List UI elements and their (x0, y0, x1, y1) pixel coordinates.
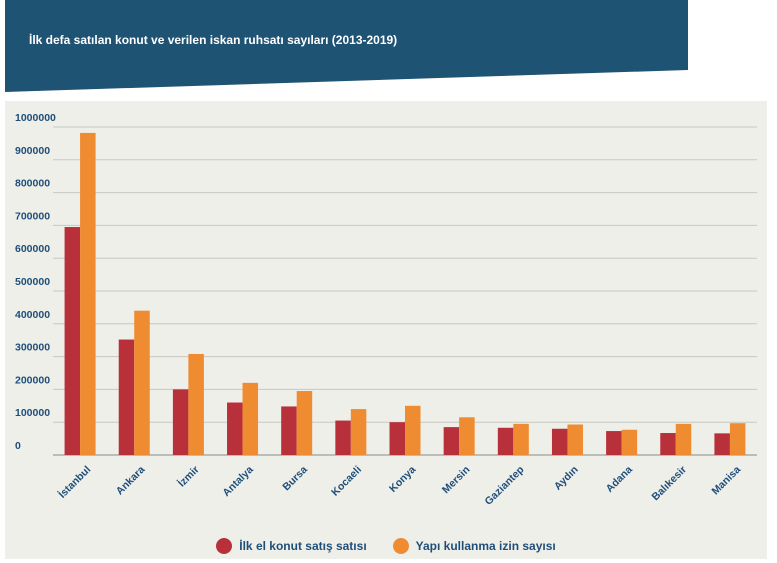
x-category-label: Aydın (552, 464, 581, 493)
bar-series-1 (172, 389, 189, 455)
bar-series-1 (389, 422, 405, 455)
legend-swatch-series-2 (392, 538, 409, 554)
bar-series-2 (80, 132, 96, 455)
x-category-label: Manisa (709, 464, 743, 498)
bar-series-1 (497, 427, 514, 455)
header-background (5, 0, 688, 92)
x-category-label: Gaziantep (483, 464, 527, 508)
x-category-label: Bursa (280, 464, 310, 494)
bar-series-2 (188, 353, 204, 455)
y-tick-label: 200000 (15, 374, 50, 386)
bar-series-2 (675, 423, 692, 455)
x-category-label: Kocaeli (329, 464, 364, 499)
bar-series-2 (350, 409, 367, 455)
y-tick-label: 500000 (15, 276, 50, 288)
y-tick-label: 700000 (15, 210, 50, 222)
bar-series-2 (621, 429, 638, 455)
bar-series-1 (660, 433, 676, 455)
bar-chart: 0 100000 200000 300000 400000 500000 600000 700… (15, 112, 757, 508)
bar-series-2 (296, 391, 313, 455)
x-category-label: Ankara (114, 464, 148, 498)
y-tick-label: 1000000 (15, 112, 56, 124)
bar-series-1 (606, 431, 622, 455)
x-category-label: Konya (387, 464, 418, 495)
bar-series-2 (729, 423, 746, 455)
y-tick-label: 900000 (15, 145, 50, 157)
y-tick-label: 600000 (15, 243, 50, 255)
bar-series-1 (551, 428, 568, 455)
y-tick-label: 0 (15, 440, 21, 452)
header-banner: İlk defa satılan konut ve verilen iskan … (5, 0, 688, 92)
bar-series-1 (281, 406, 297, 455)
chart-panel: 0 100000 200000 300000 400000 500000 600000 700… (5, 101, 767, 559)
y-tick-label: 100000 (15, 407, 50, 419)
x-category-label: Adana (604, 464, 635, 495)
bar-series-1 (443, 427, 460, 455)
bar-series-1 (227, 402, 243, 455)
bar-series-1 (118, 339, 135, 455)
bar-series-1 (714, 433, 730, 455)
y-tick-label: 800000 (15, 178, 50, 190)
y-tick-label: 300000 (15, 342, 50, 354)
bar-series-2 (513, 423, 529, 455)
x-category-label: Balıkesir (650, 464, 689, 503)
bar-series-1 (64, 227, 81, 455)
x-category-label: Antalya (220, 464, 255, 499)
legend-label-series-2: Yapı kullanma izin sayısı (415, 539, 556, 553)
bar-series-2 (134, 310, 150, 455)
legend: İlk el konut satış satısı Yapı kullanma … (5, 535, 767, 557)
bar-series-2 (405, 405, 421, 455)
y-tick-label: 400000 (15, 309, 50, 321)
x-category-label: Mersin (440, 464, 472, 496)
bar-series-2 (567, 424, 583, 455)
chart-title: İlk defa satılan konut ve verilen iskan … (29, 33, 398, 47)
bar-series-2 (242, 382, 259, 455)
x-category-label: İstanbul (56, 463, 94, 501)
legend-swatch-series-1 (216, 538, 233, 554)
legend-label-series-1: İlk el konut satış satısı (239, 539, 367, 553)
legend-item-series-2: Yapı kullanma izin sayısı (392, 538, 556, 554)
bar-series-2 (459, 417, 475, 455)
x-category-label: İzmir (175, 463, 202, 490)
legend-item-series-1: İlk el konut satış satısı (216, 538, 367, 554)
bar-series-1 (335, 420, 351, 455)
